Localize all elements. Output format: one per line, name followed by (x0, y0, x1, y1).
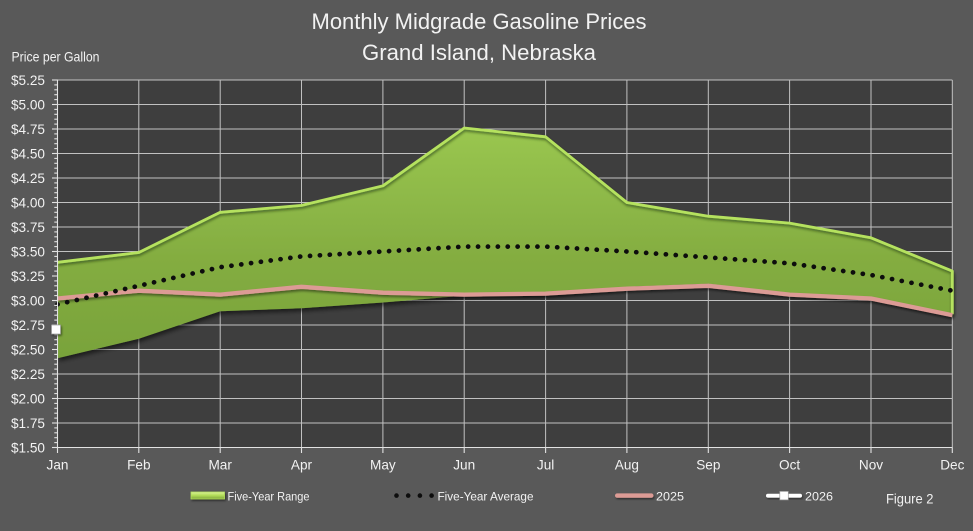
svg-text:Dec: Dec (940, 458, 964, 473)
svg-text:$4.75: $4.75 (11, 122, 45, 137)
svg-text:$2.75: $2.75 (11, 318, 45, 333)
svg-text:Price per Gallon: Price per Gallon (12, 49, 100, 65)
svg-text:$3.25: $3.25 (11, 269, 45, 284)
svg-text:Nov: Nov (859, 458, 883, 473)
svg-text:Five-Year Range: Five-Year Range (228, 489, 310, 503)
svg-text:Jul: Jul (537, 458, 554, 473)
svg-text:2026: 2026 (805, 489, 833, 503)
svg-text:$3.50: $3.50 (11, 244, 45, 259)
svg-text:$4.25: $4.25 (11, 171, 45, 186)
svg-text:Sep: Sep (696, 458, 720, 473)
svg-text:Jan: Jan (47, 458, 69, 473)
svg-text:Oct: Oct (779, 458, 800, 473)
svg-text:Grand Island, Nebraska: Grand Island, Nebraska (362, 40, 597, 65)
svg-text:Monthly Midgrade Gasoline Pric: Monthly Midgrade Gasoline Prices (312, 9, 647, 34)
svg-text:Jun: Jun (453, 458, 475, 473)
svg-text:Apr: Apr (291, 458, 313, 473)
svg-text:Figure 2: Figure 2 (886, 492, 934, 507)
svg-text:$1.50: $1.50 (11, 440, 45, 455)
svg-text:$5.00: $5.00 (11, 97, 45, 112)
svg-text:$1.75: $1.75 (11, 416, 45, 431)
svg-text:May: May (370, 458, 396, 473)
svg-text:$3.00: $3.00 (11, 293, 45, 308)
svg-text:2025: 2025 (656, 489, 684, 503)
svg-text:Five-Year Average: Five-Year Average (438, 489, 534, 503)
svg-text:Mar: Mar (208, 458, 232, 473)
svg-text:$2.25: $2.25 (11, 367, 45, 382)
svg-text:Feb: Feb (127, 458, 150, 473)
svg-text:$4.00: $4.00 (11, 195, 45, 210)
svg-text:$4.50: $4.50 (11, 146, 45, 161)
svg-text:Aug: Aug (615, 458, 639, 473)
svg-text:$3.75: $3.75 (11, 220, 45, 235)
svg-text:$5.25: $5.25 (11, 73, 45, 88)
svg-text:$2.00: $2.00 (11, 391, 45, 406)
svg-text:$2.50: $2.50 (11, 342, 45, 357)
